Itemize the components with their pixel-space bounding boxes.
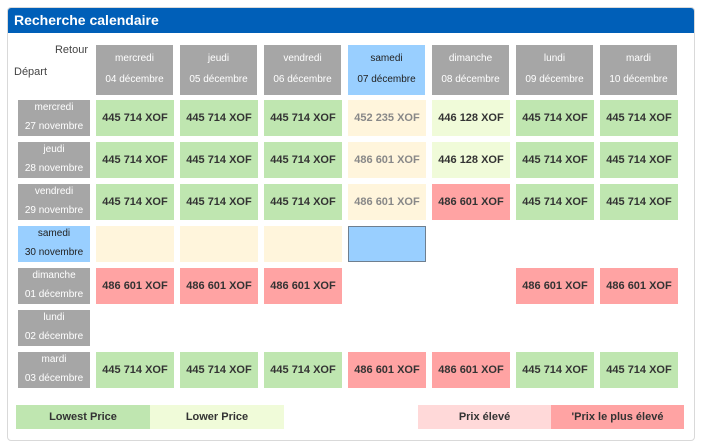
price-cell[interactable]: 445 714 XOF bbox=[264, 100, 342, 136]
return-date: 08 décembre bbox=[441, 74, 500, 85]
price-cell[interactable]: 445 714 XOF bbox=[96, 184, 174, 220]
return-day: jeudi bbox=[207, 53, 230, 64]
price-cell[interactable]: 486 601 XOF bbox=[516, 268, 594, 304]
price-cell[interactable]: 445 714 XOF bbox=[96, 100, 174, 136]
departure-date-header[interactable]: mercredi 27 novembre bbox=[18, 100, 90, 136]
legend-lower-price: Lower Price bbox=[150, 405, 284, 429]
price-cell[interactable]: 486 601 XOF bbox=[180, 268, 258, 304]
depart-label: Départ bbox=[14, 66, 48, 78]
price-cell[interactable]: 445 714 XOF bbox=[600, 184, 678, 220]
price-cell[interactable]: 486 601 XOF bbox=[348, 352, 426, 388]
departure-date-header[interactable]: dimanche 01 décembre bbox=[18, 268, 90, 304]
price-cell[interactable]: 445 714 XOF bbox=[264, 352, 342, 388]
return-date-header[interactable]: mercredi 04 décembre bbox=[96, 45, 173, 95]
return-date: 05 décembre bbox=[189, 74, 248, 85]
price-cell[interactable]: 486 601 XOF bbox=[96, 268, 174, 304]
price-cell[interactable] bbox=[264, 226, 342, 262]
departure-day: vendredi bbox=[34, 186, 74, 197]
departure-date-header[interactable]: samedi 30 novembre bbox=[18, 226, 90, 262]
departure-day: mercredi bbox=[34, 102, 74, 113]
departure-date: 02 décembre bbox=[24, 331, 84, 342]
price-cell[interactable]: 445 714 XOF bbox=[516, 352, 594, 388]
price-cell[interactable]: 445 714 XOF bbox=[600, 352, 678, 388]
departure-date: 01 décembre bbox=[24, 289, 84, 300]
departure-date: 28 novembre bbox=[24, 163, 84, 174]
retour-label: Retour bbox=[54, 44, 88, 56]
return-day: dimanche bbox=[448, 53, 493, 64]
price-cell[interactable]: 445 714 XOF bbox=[180, 184, 258, 220]
return-date-header[interactable]: mardi 10 décembre bbox=[600, 45, 677, 95]
return-date: 07 décembre bbox=[357, 74, 416, 85]
price-cell[interactable]: 486 601 XOF bbox=[432, 184, 510, 220]
return-date-header[interactable]: vendredi 06 décembre bbox=[264, 45, 341, 95]
return-day: vendredi bbox=[283, 53, 322, 64]
price-cell[interactable]: 486 601 XOF bbox=[432, 352, 510, 388]
price-cell[interactable]: 445 714 XOF bbox=[516, 184, 594, 220]
price-cell[interactable]: 446 128 XOF bbox=[432, 100, 510, 136]
departure-day: samedi bbox=[37, 228, 71, 239]
price-cell[interactable]: 446 128 XOF bbox=[432, 142, 510, 178]
departure-date-header[interactable]: vendredi 29 novembre bbox=[18, 184, 90, 220]
price-cell[interactable]: 445 714 XOF bbox=[264, 142, 342, 178]
return-date: 04 décembre bbox=[105, 74, 164, 85]
selected-date-cell[interactable] bbox=[348, 226, 426, 262]
departure-date-header[interactable]: jeudi 28 novembre bbox=[18, 142, 90, 178]
return-date-header[interactable]: dimanche 08 décembre bbox=[432, 45, 509, 95]
price-cell[interactable]: 486 601 XOF bbox=[600, 268, 678, 304]
price-cell[interactable]: 445 714 XOF bbox=[516, 142, 594, 178]
departure-date-header[interactable]: lundi 02 décembre bbox=[18, 310, 90, 346]
price-cell[interactable]: 486 601 XOF bbox=[264, 268, 342, 304]
return-date-header[interactable]: lundi 09 décembre bbox=[516, 45, 593, 95]
departure-date: 27 novembre bbox=[24, 121, 84, 132]
return-day: mercredi bbox=[115, 53, 154, 64]
price-cell[interactable]: 445 714 XOF bbox=[516, 100, 594, 136]
departure-date: 03 décembre bbox=[24, 373, 84, 384]
departure-day: dimanche bbox=[32, 270, 76, 281]
return-day: samedi bbox=[370, 53, 403, 64]
departure-day: jeudi bbox=[43, 144, 65, 155]
price-cell[interactable] bbox=[180, 226, 258, 262]
price-cell[interactable] bbox=[96, 226, 174, 262]
departure-date: 29 novembre bbox=[24, 205, 84, 216]
legend-highest-price: 'Prix le plus élevé bbox=[551, 405, 684, 429]
price-cell[interactable]: 445 714 XOF bbox=[264, 184, 342, 220]
return-date: 10 décembre bbox=[609, 74, 668, 85]
return-day: mardi bbox=[625, 53, 651, 64]
price-cell[interactable]: 452 235 XOF bbox=[348, 100, 426, 136]
price-cell[interactable]: 445 714 XOF bbox=[180, 100, 258, 136]
return-date-header[interactable]: samedi 07 décembre bbox=[348, 45, 425, 95]
departure-day: lundi bbox=[43, 312, 65, 323]
return-date-header[interactable]: jeudi 05 décembre bbox=[180, 45, 257, 95]
corner-header: Retour Départ bbox=[8, 37, 92, 91]
price-cell[interactable]: 445 714 XOF bbox=[600, 142, 678, 178]
price-cell[interactable]: 486 601 XOF bbox=[348, 184, 426, 220]
departure-day: mardi bbox=[41, 354, 67, 365]
price-cell[interactable]: 445 714 XOF bbox=[180, 352, 258, 388]
price-cell[interactable]: 445 714 XOF bbox=[180, 142, 258, 178]
departure-date-header[interactable]: mardi 03 décembre bbox=[18, 352, 90, 388]
price-cell[interactable]: 445 714 XOF bbox=[96, 142, 174, 178]
price-cell[interactable]: 486 601 XOF bbox=[348, 142, 426, 178]
price-cell[interactable]: 445 714 XOF bbox=[96, 352, 174, 388]
legend-lowest-price: Lowest Price bbox=[16, 405, 150, 429]
return-date: 06 décembre bbox=[273, 74, 332, 85]
return-date: 09 décembre bbox=[525, 74, 584, 85]
return-day: lundi bbox=[543, 53, 566, 64]
departure-date: 30 novembre bbox=[24, 247, 84, 258]
panel-title: Recherche calendaire bbox=[8, 8, 694, 33]
legend-high-price: Prix élevé bbox=[418, 405, 551, 429]
price-cell[interactable]: 445 714 XOF bbox=[600, 100, 678, 136]
